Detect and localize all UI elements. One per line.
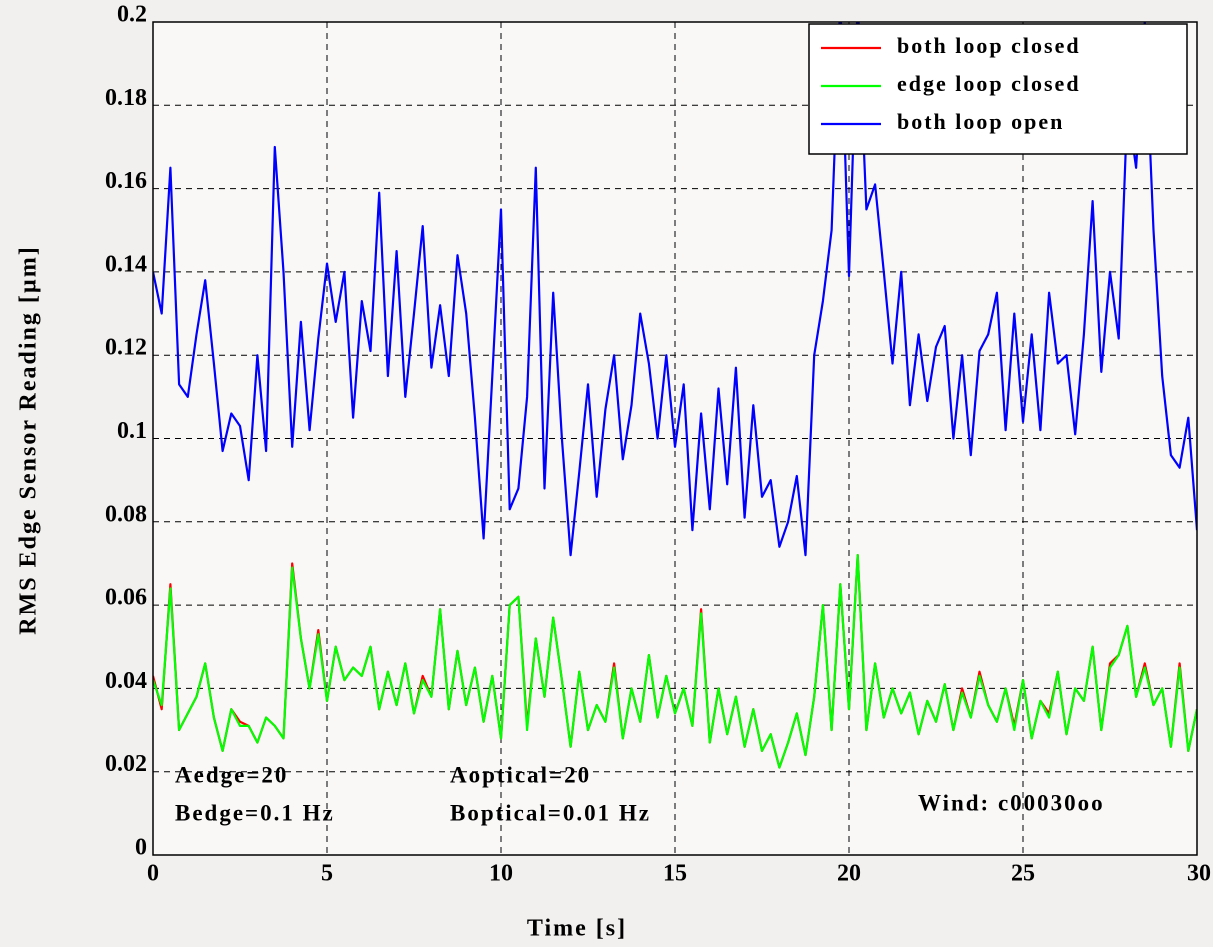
- annotation: Boptical=0.01 Hz: [450, 800, 651, 825]
- y-tick-label: 0.16: [105, 168, 147, 194]
- y-tick-label: 0.1: [117, 418, 147, 444]
- x-tick-label: 25: [1011, 861, 1035, 887]
- y-tick-label: 0.18: [105, 85, 147, 111]
- y-tick-label: 0.2: [117, 2, 147, 28]
- annotation: Wind: c00030oo: [918, 790, 1105, 815]
- x-tick-label: 15: [663, 861, 687, 887]
- y-tick-label: 0.14: [105, 251, 147, 277]
- legend-label: edge loop closed: [897, 71, 1081, 96]
- lines: [153, 22, 1197, 769]
- x-tick-label: 30: [1187, 861, 1211, 887]
- x-tick-label: 0: [147, 861, 159, 887]
- x-axis-label: Time [s]: [527, 916, 627, 942]
- legend-label: both loop closed: [897, 33, 1081, 58]
- series-line: [153, 22, 1197, 557]
- x-tick-label: 10: [489, 861, 513, 887]
- y-axis-label: RMS Edge Sensor Reading [µm]: [16, 245, 42, 634]
- legend: both loop closed edge loop closed both loo…: [808, 23, 1188, 155]
- legend-label: both loop open: [897, 109, 1064, 134]
- legend-box: [808, 23, 1188, 155]
- x-tick-label: 20: [837, 861, 861, 887]
- annotation: Bedge=0.1 Hz: [175, 800, 335, 825]
- y-tick-label: 0.06: [105, 585, 147, 611]
- series-line: [153, 554, 1197, 769]
- x-tick-label: 5: [321, 861, 333, 887]
- y-tick-label: 0.02: [105, 751, 147, 777]
- y-tick-label: 0.08: [105, 501, 147, 527]
- plot-frame: [152, 21, 1198, 856]
- annotation: Aedge=20: [175, 762, 288, 787]
- y-tick-label: 0.12: [105, 335, 147, 361]
- y-tick-label: 0.04: [105, 668, 147, 694]
- annotation: Aoptical=20: [450, 762, 591, 787]
- y-tick-label: 0: [135, 835, 147, 861]
